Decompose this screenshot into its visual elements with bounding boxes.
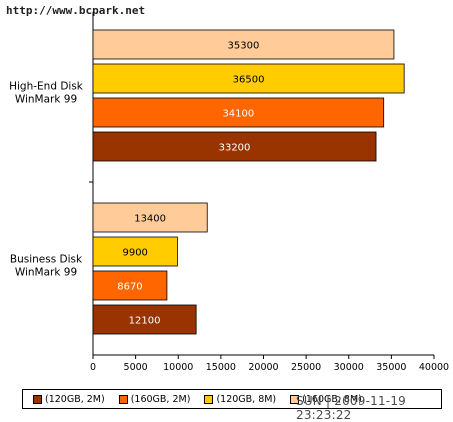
bar-value-label: 9900 [122, 248, 147, 259]
legend-item: (120GB, 8M) [204, 394, 276, 405]
category-label: WinMark 99 [15, 267, 77, 279]
bar-value-label: 34100 [222, 109, 254, 120]
legend-swatch [33, 394, 42, 404]
bar [92, 304, 197, 335]
bar [92, 63, 405, 94]
legend-item: (160GB, 8M) [290, 394, 362, 405]
legend-swatch [118, 394, 128, 404]
chart-legend: (120GB, 2M) (160GB, 2M) (120GB, 8M) (160GB,… [22, 389, 442, 409]
x-tick-label: 15000 [206, 362, 236, 373]
x-tick-label: 35000 [376, 362, 406, 373]
x-tick-label: 30000 [334, 362, 364, 373]
bar-value-label: 35300 [228, 41, 260, 52]
bar [92, 97, 385, 128]
bar-value-label: 36500 [233, 75, 265, 86]
bar [92, 270, 168, 301]
x-tick-label: 0 [90, 362, 96, 373]
x-tick-label: 40000 [419, 362, 449, 373]
bar-value-label: 33200 [219, 143, 251, 154]
legend-label: (120GB, 8M) [216, 393, 277, 405]
bar [92, 202, 208, 233]
bar-value-label: 13400 [134, 214, 166, 225]
bar [92, 29, 395, 60]
legend-label: (120GB, 2M) [45, 393, 105, 405]
bar-chart: 0 5000 10000 15000 20000 25000 30000 35000 40000… [9, 12, 449, 373]
x-tick-label: 10000 [163, 362, 193, 373]
legend-item: (120GB, 2M) [33, 394, 105, 405]
category-label: WinMark 99 [15, 94, 77, 106]
bar [92, 131, 377, 162]
legend-item: (160GB, 2M) [118, 393, 191, 405]
legend-label: (160GB, 8M) [302, 393, 362, 405]
category-label: High-End Disk [9, 81, 84, 93]
legend-label: (160GB, 2M) [130, 393, 191, 405]
watermark-url: http://www.bcpark.net [6, 4, 146, 17]
bar [92, 236, 178, 267]
x-tick-label: 5000 [124, 362, 148, 373]
category-label: Business Disk [10, 254, 83, 266]
bar-value-label: 8670 [117, 282, 142, 293]
legend-swatch [204, 394, 214, 404]
x-tick-label: 20000 [248, 362, 278, 373]
x-tick-label: 25000 [291, 362, 321, 373]
timestamp-watermark: SUN | 2009-11-19 23:23:22 [296, 394, 406, 422]
legend-swatch [290, 394, 300, 404]
bar-value-label: 12100 [129, 316, 161, 327]
